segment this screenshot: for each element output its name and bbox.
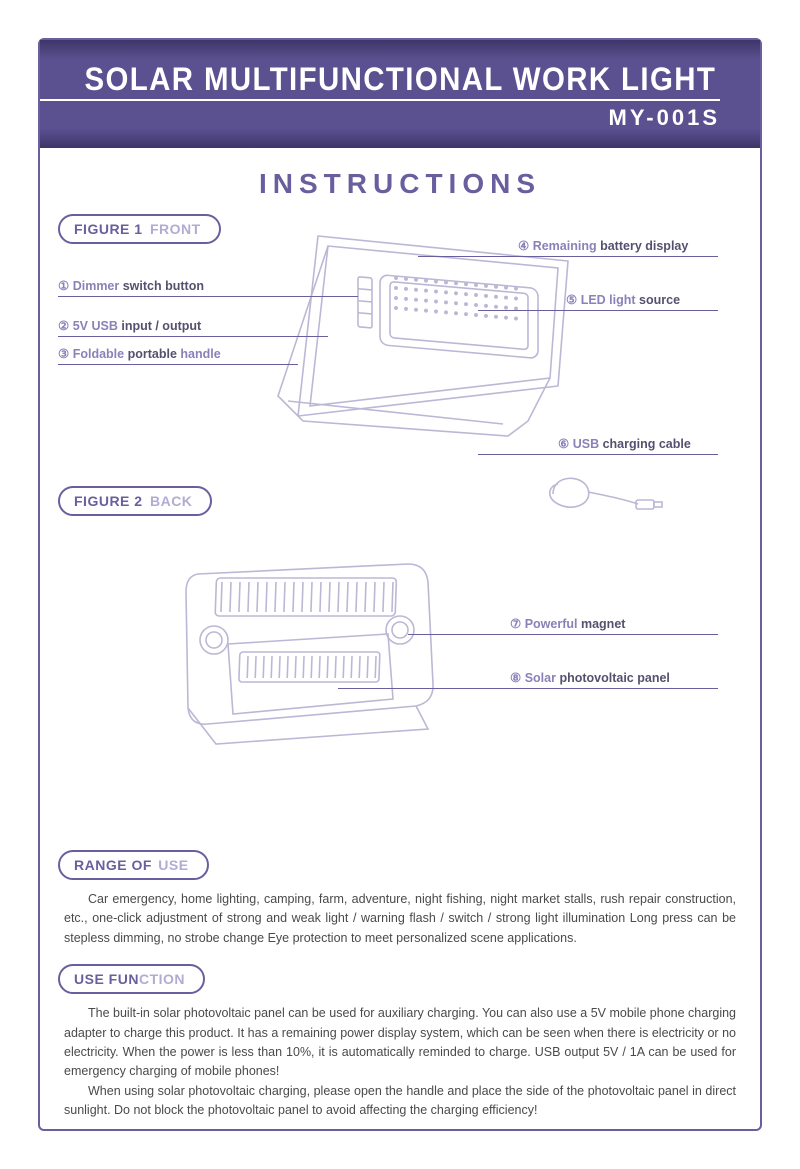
- range-of-use-text: Car emergency, home lighting, camping, f…: [58, 890, 742, 948]
- callout-2-line: [58, 336, 328, 337]
- figure1-label: FIGURE 1 FRONT: [58, 214, 221, 244]
- usb-cable-diagram: [538, 464, 668, 524]
- callout-4-line: [418, 256, 718, 257]
- callout-3: ③ Foldable portable handle: [58, 346, 221, 361]
- product-title: SOLAR MULTIFUNCTIONAL WORK LIGHT: [84, 63, 716, 97]
- figure2-suffix: BACK: [150, 493, 192, 509]
- callout-6: ⑥ USB charging cable: [558, 436, 691, 451]
- figure1-suffix: FRONT: [150, 221, 201, 237]
- range-suffix: USE: [158, 857, 188, 873]
- callout-1: ① Dimmer switch button: [58, 278, 204, 293]
- callout-8: ⑧ Solar photovoltaic panel: [510, 670, 670, 685]
- main-content: INSTRUCTIONS FIGURE 1 FRONT: [58, 160, 742, 1119]
- range-prefix: RANGE OF: [74, 857, 152, 873]
- instructions-heading: INSTRUCTIONS: [58, 168, 742, 200]
- figure2-prefix: FIGURE 2: [74, 493, 143, 509]
- callout-5: ⑤ LED light source: [566, 292, 680, 307]
- diagram-area: FIGURE 1 FRONT: [58, 214, 742, 834]
- page-border: SOLAR MULTIFUNCTIONAL WORK LIGHT MY-001S…: [38, 38, 762, 1131]
- product-model: MY-001S: [40, 99, 720, 131]
- use-suffix: CTION: [139, 971, 185, 987]
- callout-7-line: [408, 634, 718, 635]
- callout-6-line: [478, 454, 718, 455]
- callout-7: ⑦ Powerful magnet: [510, 616, 625, 631]
- use-prefix: USE FUN: [74, 971, 139, 987]
- use-function-text: The built-in solar photovoltaic panel ca…: [58, 1004, 742, 1120]
- figure2-label: FIGURE 2 BACK: [58, 486, 212, 516]
- callout-8-line: [338, 688, 718, 689]
- figure1-prefix: FIGURE 1: [74, 221, 143, 237]
- callout-3-line: [58, 364, 298, 365]
- callout-5-line: [478, 310, 718, 311]
- header-band: SOLAR MULTIFUNCTIONAL WORK LIGHT MY-001S: [40, 40, 760, 148]
- callout-1-line: [58, 296, 358, 297]
- range-of-use-heading: RANGE OF USE: [58, 850, 742, 880]
- callout-4: ④ Remaining battery display: [518, 238, 688, 253]
- callout-2: ② 5V USB input / output: [58, 318, 201, 333]
- use-function-heading: USE FUNCTION: [58, 964, 742, 994]
- device-back-diagram: [158, 534, 458, 774]
